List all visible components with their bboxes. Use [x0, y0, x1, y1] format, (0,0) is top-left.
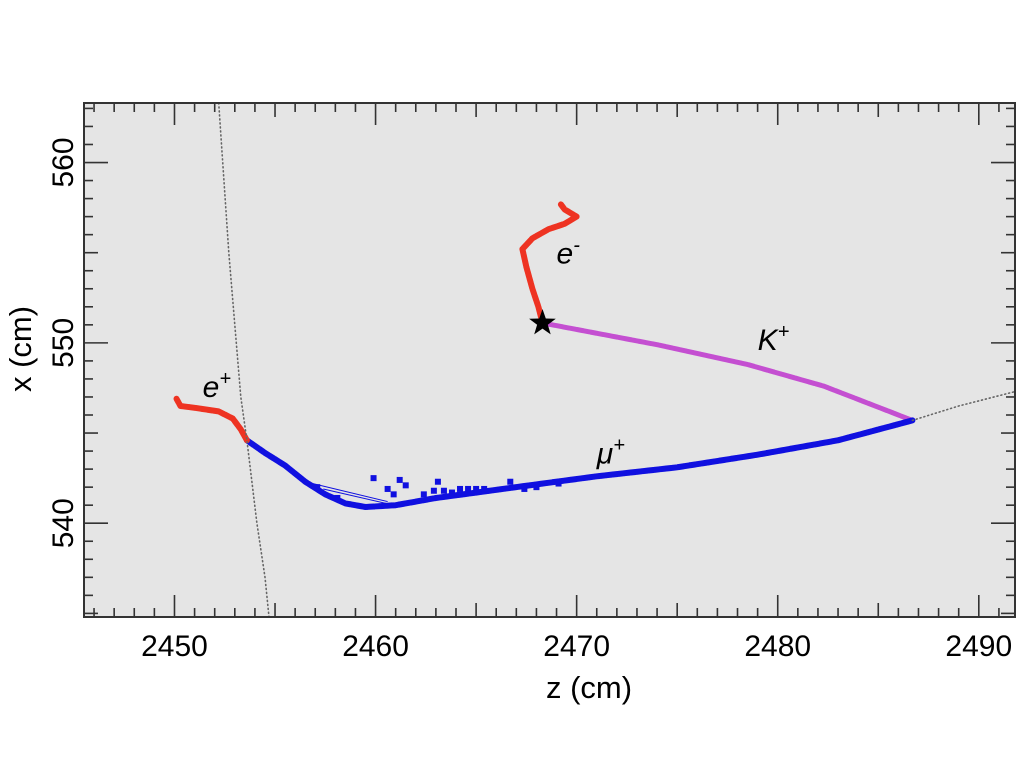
y-tick-label: 550 — [47, 318, 80, 368]
mu-plus-hits-point-5 — [420, 491, 427, 498]
x-tick-label: 2460 — [342, 630, 409, 663]
label-symbol: e — [557, 238, 574, 271]
mu-plus-hits-point-8 — [434, 478, 441, 485]
label-k-plus: K+ — [758, 321, 790, 357]
x-tick-label: 2480 — [744, 630, 811, 663]
mu-plus-track — [243, 417, 916, 510]
mu-plus-hits-point-9 — [448, 489, 455, 496]
label-charge: - — [573, 235, 580, 257]
y-axis-title: x (cm) — [3, 306, 38, 392]
x-tick-label: 2470 — [543, 630, 610, 663]
y-tick-label: 560 — [47, 137, 80, 187]
decay-vertex-star-icon — [529, 309, 556, 335]
label-mu-plus: μ+ — [596, 435, 625, 471]
mu-plus-hits-point-3 — [402, 482, 409, 489]
mu-plus-hits-point-16 — [533, 484, 540, 491]
x-tick-label: 2490 — [945, 630, 1012, 663]
mu-plus-hits-point-15 — [521, 485, 528, 492]
mu-plus-hits-point-2 — [396, 476, 403, 483]
mu-plus-aux-line-0 — [305, 481, 388, 503]
mu-plus-hits-point-6 — [430, 487, 437, 494]
x-axis-title: z (cm) — [546, 670, 632, 705]
mu-plus-hits-point-0 — [370, 475, 377, 482]
mu-plus-hits-point-14 — [507, 478, 514, 485]
k-plus-track — [540, 320, 915, 423]
mu-plus-hits-point-7 — [440, 487, 447, 494]
track-labels: K+μ+e-e+ — [203, 235, 790, 471]
label-charge: + — [219, 368, 231, 390]
mu-plus-hits-point-11 — [465, 485, 472, 492]
x-tick-label: 2450 — [141, 630, 208, 663]
mu-plus-hits-point-1 — [384, 485, 391, 492]
mu-plus-hits-point-4 — [390, 491, 397, 498]
label-symbol: e — [203, 371, 220, 404]
label-symbol: μ — [596, 438, 613, 471]
axis-ticks — [84, 103, 1015, 617]
mu-plus-hits-point-10 — [457, 485, 464, 492]
plot-area — [84, 103, 1015, 617]
e-plus-track — [173, 395, 250, 444]
mu-plus-aux-line-1 — [323, 488, 394, 506]
label-symbol: K — [758, 324, 780, 357]
tracks-layer — [173, 102, 1016, 618]
y-tick-label: 540 — [47, 498, 80, 548]
label-e-plus: e+ — [203, 368, 231, 404]
beam-line-right-track — [911, 390, 1016, 422]
mu-plus-hits-point-18 — [314, 484, 321, 491]
axis-tick-labels: 2450 2460 2470 2480 2490 540 550 560 — [47, 137, 1012, 663]
label-e-minus: e- — [557, 235, 581, 271]
e-minus-track — [519, 201, 580, 326]
mu-plus-hits-point-19 — [334, 494, 341, 501]
mu-plus-hits-point-12 — [473, 485, 480, 492]
mu-plus-hits-point-17 — [555, 480, 562, 487]
label-charge: + — [778, 321, 790, 343]
beam-line-left-track — [217, 102, 270, 618]
plot-frame — [83, 102, 1016, 618]
label-charge: + — [613, 435, 625, 457]
mu-plus-hits-point-13 — [481, 485, 488, 492]
